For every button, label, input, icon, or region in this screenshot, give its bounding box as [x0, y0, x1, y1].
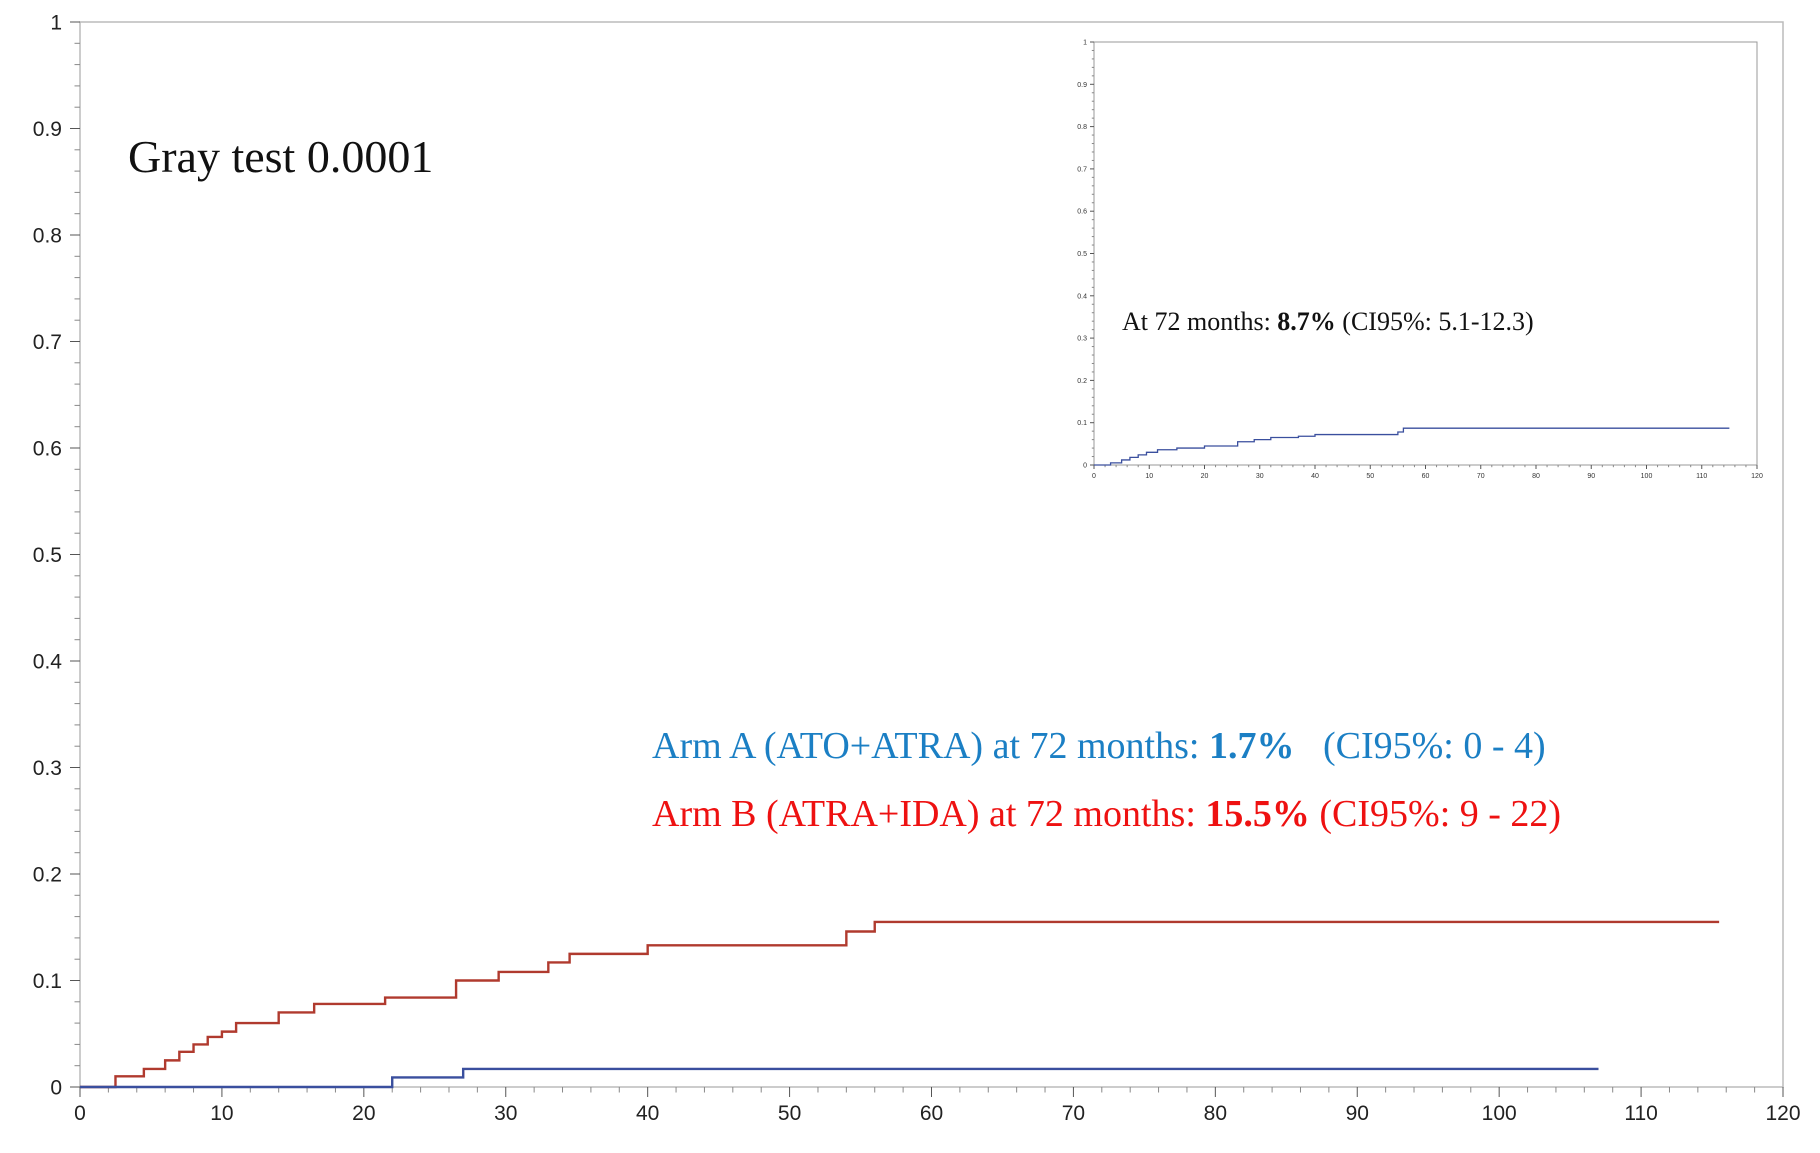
inset-y-tick-label: 0.8	[1077, 124, 1087, 131]
inset-x-tick-label: 40	[1311, 473, 1319, 480]
main-y-tick-label: 0.5	[33, 544, 62, 567]
main-x-tick-label: 110	[1624, 1102, 1657, 1125]
inset-chart: 00.10.20.30.40.50.60.70.80.910 10 20 30 40 50…	[1077, 39, 1763, 480]
main-x-tick-label: 50	[778, 1102, 801, 1125]
inset-annotation-ci: (CI95%: 5.1-12.3)	[1336, 307, 1534, 336]
inset-y-tick-label: 0.6	[1077, 209, 1087, 216]
main-chart: 00.10.20.30.40.50.60.70.80.910 10 20 30 40 50…	[33, 11, 1801, 1125]
inset-x-tick-label: 20	[1201, 473, 1209, 480]
inset-x-tick-label: 90	[1587, 473, 1595, 480]
arm-b-ci: (CI95%: 9 - 22)	[1310, 793, 1561, 835]
arm-a-ci: (CI95%: 0 - 4)	[1294, 725, 1545, 767]
arm-a-text: Arm A (ATO+ATRA) at 72 months:	[652, 725, 1209, 767]
main-y-tick-label: 0.1	[33, 970, 62, 993]
inset-x-tick-label: 70	[1477, 473, 1485, 480]
main-series-line-1	[80, 1067, 1599, 1089]
inset-x-tick-label: 80	[1532, 473, 1540, 480]
inset-y-tick-label: 0.4	[1077, 293, 1087, 300]
main-x-tick-label: 0	[74, 1102, 86, 1125]
main-y-tick-label: 0.6	[33, 437, 62, 460]
inset-x-tick-label: 0	[1092, 473, 1096, 480]
inset-y-tick-label: 1	[1083, 39, 1087, 46]
main-y-tick-label: 1	[50, 11, 62, 34]
main-x-tick-label: 60	[920, 1102, 943, 1125]
arm-a-value: 1.7%	[1209, 725, 1295, 767]
main-y-tick-label: 0.4	[33, 650, 63, 673]
inset-annotation: At 72 months: 8.7% (CI95%: 5.1-12.3)	[1122, 307, 1534, 336]
main-series-line-0	[80, 920, 1720, 1089]
inset-y-tick-label: 0.2	[1077, 378, 1087, 385]
inset-annotation-value: 8.7%	[1277, 307, 1336, 336]
inset-x-tick-label: 110	[1696, 473, 1707, 480]
arm-b-value: 15.5%	[1205, 793, 1310, 835]
main-x-tick-label: 10	[210, 1102, 233, 1125]
arm-a-label: Arm A (ATO+ATRA) at 72 months: 1.7% (CI9…	[652, 725, 1546, 767]
inset-x-tick-label: 100	[1641, 473, 1653, 480]
inset-y-tick-label: 0.7	[1077, 166, 1087, 173]
main-x-tick-label: 30	[494, 1102, 517, 1125]
inset-x-tick-label: 50	[1366, 473, 1374, 480]
main-x-tick-label: 40	[636, 1102, 659, 1125]
inset-y-tick-label: 0.9	[1077, 82, 1087, 89]
arm-b-text: Arm B (ATRA+IDA) at 72 months:	[652, 793, 1205, 835]
main-y-tick-label: 0	[50, 1076, 62, 1099]
main-y-tick-label: 0.2	[33, 863, 62, 886]
inset-x-tick-label: 60	[1422, 473, 1430, 480]
main-y-tick-label: 0.3	[33, 757, 62, 780]
main-y-tick-label: 0.8	[33, 224, 62, 247]
arm-b-label: Arm B (ATRA+IDA) at 72 months: 15.5% (CI…	[652, 793, 1561, 835]
inset-y-tick-label: 0.5	[1077, 251, 1087, 258]
main-x-tick-label: 70	[1062, 1102, 1085, 1125]
inset-annotation-text: At 72 months:	[1122, 307, 1277, 336]
annotations: Gray test 0.0001 Arm A (ATO+ATRA) at 72 …	[128, 131, 1561, 835]
main-x-tick-label: 80	[1204, 1102, 1227, 1125]
gray-test-label: Gray test 0.0001	[128, 131, 433, 182]
inset-y-tick-label: 0.1	[1077, 420, 1087, 427]
main-x-tick-label: 120	[1765, 1102, 1800, 1125]
main-x-tick-label: 20	[352, 1102, 375, 1125]
main-x-tick-label: 90	[1346, 1102, 1369, 1125]
inset-plot-frame	[1093, 41, 1758, 466]
inset-x-tick-label: 30	[1256, 473, 1264, 480]
main-y-tick-label: 0.7	[33, 331, 62, 354]
inset-y-tick-label: 0.3	[1077, 336, 1087, 343]
main-y-tick-label: 0.9	[33, 118, 62, 141]
inset-y-tick-label: 0	[1083, 462, 1087, 469]
main-x-tick-label: 100	[1482, 1102, 1517, 1125]
inset-series-line-0	[1094, 427, 1730, 466]
inset-x-tick-label: 120	[1751, 473, 1763, 480]
inset-x-tick-label: 10	[1145, 473, 1153, 480]
